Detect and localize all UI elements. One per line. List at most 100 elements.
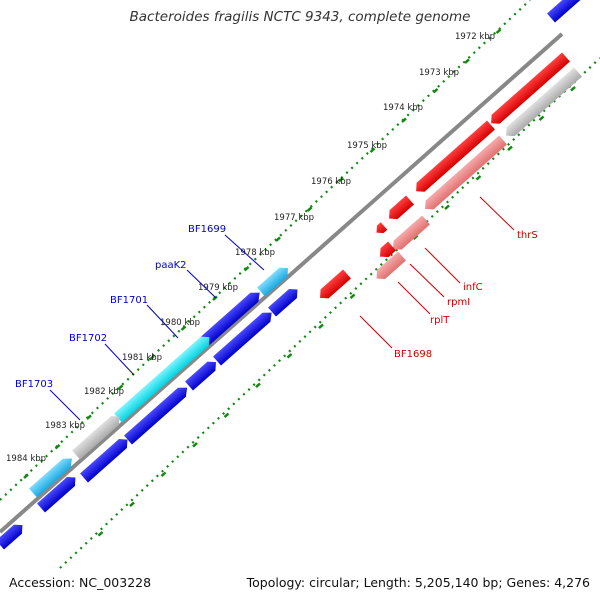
- gene-feature-thrs[interactable]: [421, 135, 507, 214]
- forward-strand-outer-lane: [29, 0, 591, 498]
- leader-infc: [424, 247, 461, 284]
- outer-tick: [369, 147, 376, 153]
- tick-label: 1981 kbp: [122, 353, 162, 363]
- forward-strand-inner-lane: [0, 285, 301, 550]
- gene-label-bf1703[interactable]: BF1703: [15, 379, 53, 390]
- gene-feature[interactable]: [185, 358, 220, 391]
- inner-tick: [444, 204, 450, 211]
- tick-label: 1977 kbp: [274, 213, 314, 223]
- outer-tick: [212, 295, 218, 301]
- gene-feature-pseudo[interactable]: [72, 412, 123, 460]
- gene-feature-bf1702[interactable]: [114, 333, 213, 423]
- gene-feature[interactable]: [373, 222, 388, 236]
- outer-tick: [306, 206, 313, 212]
- gene-feature-bf1701[interactable]: [213, 308, 276, 366]
- inner-tick: [318, 323, 324, 330]
- inner-tick: [129, 501, 135, 508]
- tick-label: 1974 kbp: [383, 103, 423, 113]
- tick-label: 1976 kbp: [311, 177, 351, 187]
- tick-label: 1975 kbp: [347, 141, 387, 151]
- outer-tick: [401, 117, 407, 123]
- inner-tick: [475, 175, 482, 181]
- inner-ruler-dots: [59, 57, 600, 569]
- inner-tick: [255, 382, 261, 389]
- gene-feature[interactable]: [412, 120, 495, 196]
- accession-text: Accession: NC_003228: [9, 575, 152, 590]
- inner-tick: [507, 145, 513, 152]
- outer-ruler-major-ticks: [23, 28, 502, 479]
- outer-tick: [338, 176, 344, 183]
- gene-label-paak2[interactable]: paaK2: [155, 260, 187, 271]
- gene-feature[interactable]: [385, 195, 414, 224]
- outer-ruler-dots: [0, 0, 531, 501]
- tick-label: 1983 kbp: [45, 421, 85, 431]
- inner-ruler-major-ticks: [97, 86, 576, 537]
- gene-feature[interactable]: [124, 383, 191, 445]
- leader-bf1702: [104, 343, 135, 376]
- gene-label-rplt[interactable]: rplT: [430, 315, 450, 326]
- gene-label-thrs[interactable]: thrS: [517, 230, 538, 241]
- tick-label: 1982 kbp: [84, 387, 124, 397]
- gene-feature-pseudo[interactable]: [502, 67, 582, 141]
- gene-feature[interactable]: [268, 285, 301, 317]
- gene-feature-infc[interactable]: [389, 215, 430, 254]
- outer-tick: [117, 384, 124, 390]
- outer-tick: [54, 443, 61, 450]
- outer-tick: [243, 265, 250, 272]
- inner-tick: [349, 293, 356, 300]
- inner-tick: [223, 412, 230, 419]
- outer-ruler: [0, 0, 531, 501]
- gene-label-rpmi[interactable]: rpmI: [447, 297, 470, 308]
- tick-label: 1979 kbp: [198, 283, 238, 293]
- gene-feature-bf1703[interactable]: [29, 454, 76, 498]
- map-title: Bacteroides fragilis NCTC 9343, complete…: [129, 9, 471, 25]
- leader-rpmi: [409, 263, 445, 298]
- gene-label-bf1702[interactable]: BF1702: [69, 333, 107, 344]
- backbone-line: [0, 32, 564, 534]
- gene-labels: BF1699 paaK2 BF1701 BF1702 BF1703 thrS i…: [15, 224, 538, 390]
- outer-tick: [275, 236, 281, 242]
- outer-tick: [464, 58, 470, 64]
- genome-backbone: [0, 32, 564, 534]
- gene-label-infc[interactable]: infC: [463, 282, 483, 293]
- gene-feature-paak2[interactable]: [201, 288, 264, 346]
- leader-bf1701: [146, 304, 179, 339]
- inner-tick: [286, 353, 293, 359]
- leader-bf1698: [359, 315, 393, 349]
- leader-thrs: [479, 196, 515, 231]
- gene-feature[interactable]: [0, 521, 26, 550]
- gene-label-bf1699[interactable]: BF1699: [188, 224, 226, 235]
- reverse-strand-lane-2: [373, 67, 582, 284]
- outer-tick: [149, 354, 155, 361]
- inner-tick: [160, 471, 167, 478]
- tick-label: 1978 kbp: [235, 248, 275, 258]
- gene-feature[interactable]: [487, 52, 570, 128]
- label-leader-lines: [49, 196, 515, 421]
- tick-label: 1972 kbp: [455, 32, 495, 42]
- outer-tick: [180, 325, 187, 331]
- genome-summary-text: Topology: circular; Length: 5,205,140 bp…: [246, 575, 590, 590]
- outer-tick: [432, 87, 439, 94]
- gene-label-bf1701[interactable]: BF1701: [110, 295, 148, 306]
- leader-rplt: [397, 281, 431, 315]
- reverse-strand-lane-1: [316, 52, 570, 303]
- gene-feature[interactable]: [37, 473, 79, 513]
- gene-feature[interactable]: [80, 435, 131, 483]
- tick-label: 1980 kbp: [160, 318, 200, 328]
- inner-tick: [570, 86, 576, 92]
- leader-bf1703: [49, 389, 81, 421]
- inner-tick: [192, 442, 198, 448]
- gene-label-bf1698[interactable]: BF1698: [394, 349, 432, 360]
- gene-feature-bf1698[interactable]: [316, 269, 351, 303]
- tick-labels: 1972 kbp 1973 kbp 1974 kbp 1975 kbp 1976…: [6, 32, 495, 464]
- gene-feature[interactable]: [547, 0, 591, 23]
- tick-label: 1984 kbp: [6, 454, 46, 464]
- gene-feature-rplt[interactable]: [373, 251, 406, 284]
- gene-feature-rpmi[interactable]: [376, 241, 396, 262]
- inner-tick: [538, 115, 545, 122]
- outer-tick: [86, 414, 92, 420]
- tick-label: 1973 kbp: [419, 68, 459, 78]
- gene-feature-bf1699[interactable]: [257, 264, 292, 297]
